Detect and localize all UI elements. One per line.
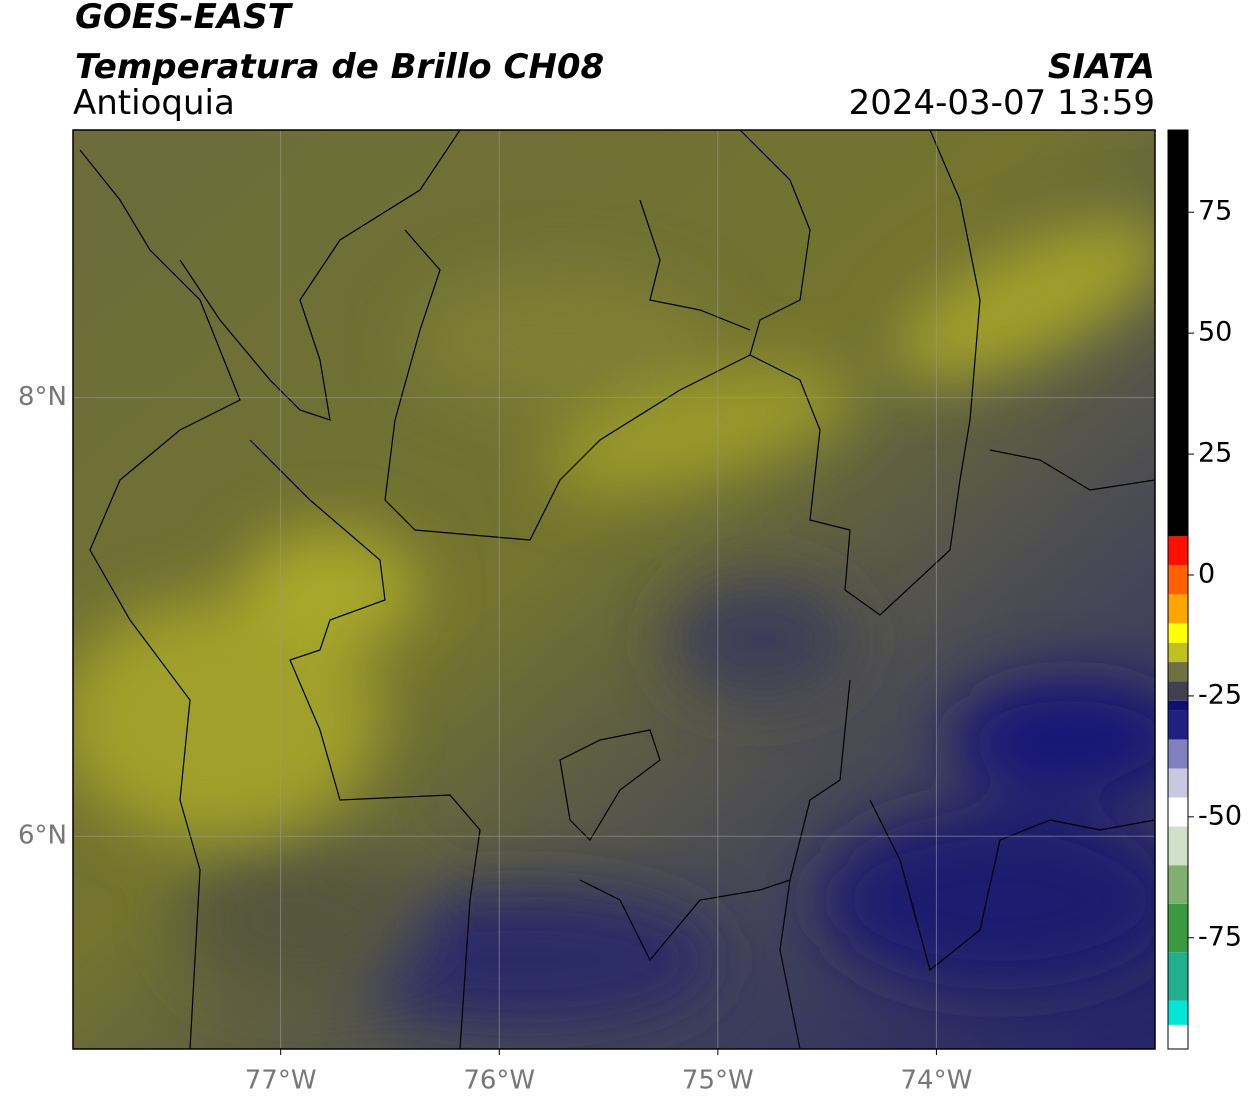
colorbar-segment bbox=[1168, 536, 1188, 566]
map-frame bbox=[72, 129, 1156, 1050]
colorbar-tick-label: 25 bbox=[1198, 438, 1232, 469]
map-field bbox=[73, 130, 1155, 1049]
y-tick-label: 8°N bbox=[18, 382, 67, 412]
colorbar-segment bbox=[1168, 903, 1188, 953]
colorbar-segment bbox=[1168, 952, 1188, 1001]
colorbar bbox=[1168, 130, 1188, 1049]
x-tick-label: 77°W bbox=[245, 1066, 317, 1096]
colorbar-segment bbox=[1168, 768, 1188, 798]
x-tick-label: 74°W bbox=[901, 1066, 973, 1096]
colorbar-segment bbox=[1168, 681, 1188, 701]
colorbar-tick-label: 50 bbox=[1198, 317, 1232, 348]
y-tick-label: 6°N bbox=[18, 821, 67, 851]
colorbar-tick-label: 0 bbox=[1198, 558, 1215, 589]
colorbar-segment bbox=[1168, 642, 1188, 663]
colorbar-segment bbox=[1168, 865, 1188, 904]
title: GOES-EAST bbox=[75, 0, 294, 37]
colorbar-segment bbox=[1168, 130, 1188, 537]
colorbar-tick-label: -50 bbox=[1198, 800, 1242, 831]
colorbar-tick-label: -75 bbox=[1198, 921, 1242, 952]
field-patches bbox=[73, 219, 1155, 1030]
colorbar-segment bbox=[1168, 797, 1188, 827]
colorbar-segment bbox=[1168, 565, 1188, 595]
colorbar-segment bbox=[1168, 710, 1188, 740]
colorbar-segment bbox=[1168, 1024, 1188, 1049]
colorbar-tick-label: -25 bbox=[1198, 679, 1242, 710]
gridlines bbox=[73, 130, 1155, 1049]
source: SIATA bbox=[1048, 47, 1155, 87]
x-tick-label: 76°W bbox=[463, 1066, 535, 1096]
colorbar-segment bbox=[1168, 739, 1188, 769]
colorbar-frame bbox=[1167, 129, 1189, 1050]
colorbar-segment bbox=[1168, 1000, 1188, 1025]
colorbar-segment bbox=[1168, 662, 1188, 682]
region: Antioquia bbox=[73, 83, 235, 123]
borders bbox=[79, 130, 1155, 1049]
colorbar-tick-label: 75 bbox=[1198, 196, 1232, 227]
subtitle: Temperatura de Brillo CH08 bbox=[75, 47, 604, 87]
colorbar-segment bbox=[1168, 700, 1188, 711]
datetime: 2024-03-07 13:59 bbox=[849, 83, 1155, 123]
x-tick-label: 75°W bbox=[682, 1066, 754, 1096]
colorbar-segment bbox=[1168, 594, 1188, 624]
colorbar-segment bbox=[1168, 623, 1188, 643]
colorbar-segment bbox=[1168, 826, 1188, 866]
